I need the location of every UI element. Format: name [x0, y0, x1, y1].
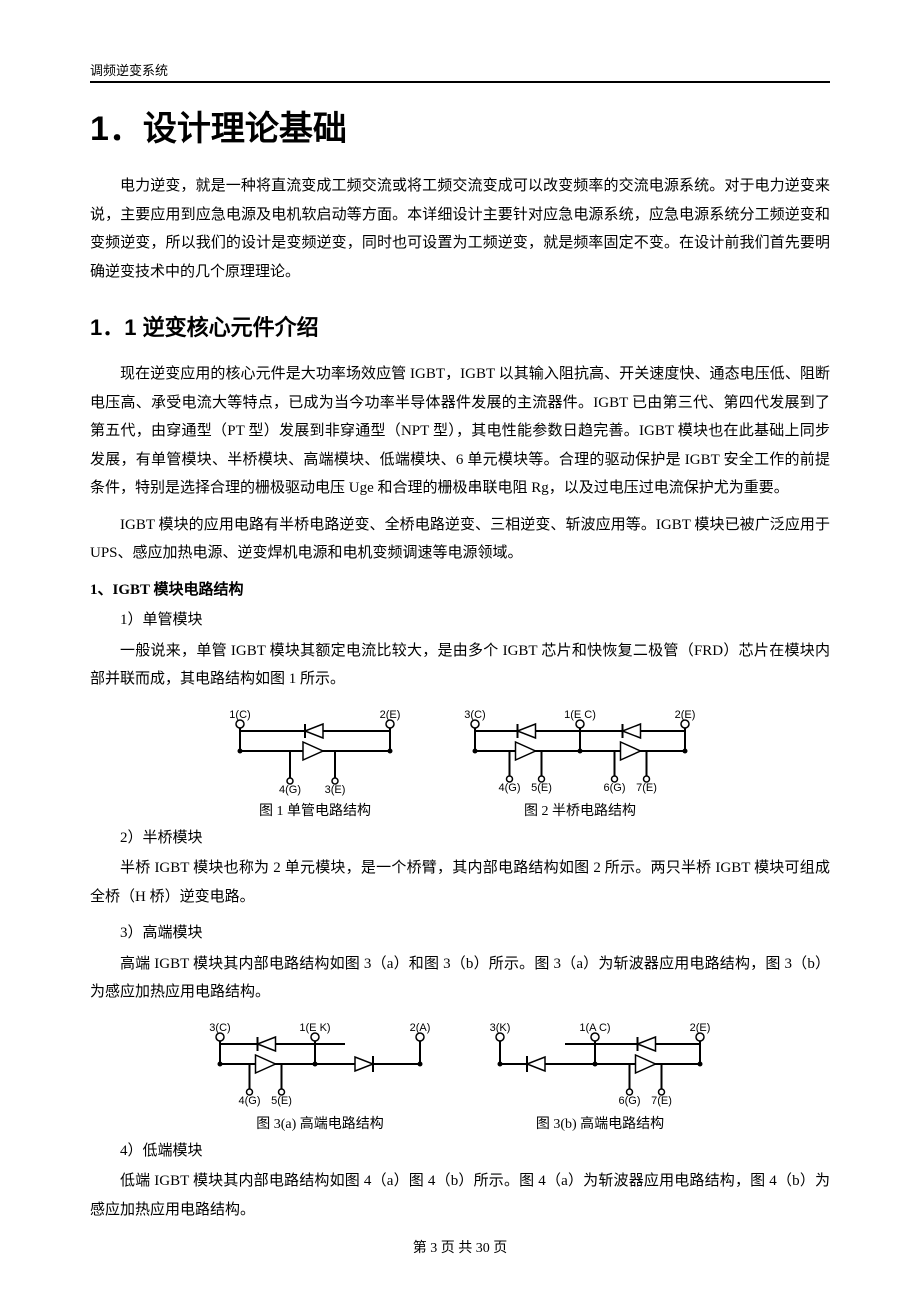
svg-text:6(G): 6(G)	[604, 782, 626, 794]
svg-text:2(E): 2(E)	[380, 709, 401, 721]
figure-2: 3(C) 1(E C) 2(E) 4(G) 5(E) 6(G) 7(E) 图 2 半桥电路结…	[450, 706, 710, 820]
svg-text:3(K): 3(K)	[490, 1022, 511, 1034]
svg-text:1(C): 1(C)	[229, 709, 250, 721]
svg-text:7(E): 7(E)	[636, 782, 657, 794]
item-2-body: 半桥 IGBT 模块也称为 2 单元模块，是一个桥臂，其内部电路结构如图 2 所…	[90, 854, 830, 911]
figure-row-2: 3(C) 1(E K) 2(A) 4(G) 5(E) 图 3(a) 高端电路结构 3(K…	[90, 1019, 830, 1133]
chapter-title: 1．设计理论基础	[90, 101, 830, 150]
figure-3a: 3(C) 1(E K) 2(A) 4(G) 5(E) 图 3(a) 高端电路结构	[195, 1019, 445, 1133]
item-3-head: 3）高端模块	[90, 919, 830, 948]
svg-text:3(E): 3(E)	[325, 784, 346, 796]
page-footer: 第 3 页 共 30 页	[0, 1237, 920, 1257]
figure-1: 1(C) 2(E) 4(G) 3(E) 图 1 单管电路结构	[210, 706, 420, 820]
fig3a-caption: 图 3(a) 高端电路结构	[195, 1113, 445, 1133]
fig1-caption: 图 1 单管电路结构	[210, 800, 420, 820]
item-3-body: 高端 IGBT 模块其内部电路结构如图 3（a）和图 3（b）所示。图 3（a）…	[90, 950, 830, 1007]
svg-text:1(E C): 1(E C)	[564, 709, 596, 721]
svg-text:6(G): 6(G)	[619, 1095, 641, 1107]
section-p1: 现在逆变应用的核心元件是大功率场效应管 IGBT，IGBT 以其输入阻抗高、开关…	[90, 360, 830, 503]
fig1-svg: 1(C) 2(E) 4(G) 3(E)	[210, 706, 420, 796]
svg-text:2(E): 2(E)	[690, 1022, 711, 1034]
svg-text:5(E): 5(E)	[531, 782, 552, 794]
item-4-head: 4）低端模块	[90, 1137, 830, 1166]
section-heading: 1．1 逆变核心元件介绍	[90, 310, 830, 342]
section-p2: IGBT 模块的应用电路有半桥电路逆变、全桥电路逆变、三相逆变、斩波应用等。IG…	[90, 511, 830, 568]
intro-paragraph: 电力逆变，就是一种将直流变成工频交流或将工频交流变成可以改变频率的交流电源系统。…	[90, 172, 830, 286]
svg-text:3(C): 3(C)	[464, 709, 485, 721]
page: 调频逆变系统 1．设计理论基础 电力逆变，就是一种将直流变成工频交流或将工频交流…	[0, 0, 920, 1302]
svg-text:2(E): 2(E)	[675, 709, 696, 721]
item-1-head: 1）单管模块	[90, 606, 830, 635]
svg-text:1(A C): 1(A C)	[579, 1022, 610, 1034]
svg-text:4(G): 4(G)	[499, 782, 521, 794]
svg-text:5(E): 5(E)	[271, 1095, 292, 1107]
fig3b-caption: 图 3(b) 高端电路结构	[475, 1113, 725, 1133]
fig3b-svg: 3(K) 1(A C) 2(E) 6(G) 7(E)	[475, 1019, 725, 1109]
fig2-caption: 图 2 半桥电路结构	[450, 800, 710, 820]
svg-text:4(G): 4(G)	[239, 1095, 261, 1107]
figure-3b: 3(K) 1(A C) 2(E) 6(G) 7(E) 图 3(b) 高端电路结构	[475, 1019, 725, 1133]
svg-text:4(G): 4(G)	[279, 784, 301, 796]
subsection-heading: 1、IGBT 模块电路结构	[90, 576, 830, 605]
figure-row-1: 1(C) 2(E) 4(G) 3(E) 图 1 单管电路结构 3(C) 1(E C) 2(…	[90, 706, 830, 820]
item-2-head: 2）半桥模块	[90, 824, 830, 853]
svg-text:3(C): 3(C)	[209, 1022, 230, 1034]
running-header: 调频逆变系统	[90, 60, 830, 83]
fig2-svg: 3(C) 1(E C) 2(E) 4(G) 5(E) 6(G) 7(E)	[450, 706, 710, 796]
svg-text:1(E K): 1(E K)	[299, 1022, 330, 1034]
svg-text:2(A): 2(A)	[410, 1022, 431, 1034]
item-4-body: 低端 IGBT 模块其内部电路结构如图 4（a）图 4（b）所示。图 4（a）为…	[90, 1167, 830, 1224]
item-1-body: 一般说来，单管 IGBT 模块其额定电流比较大，是由多个 IGBT 芯片和快恢复…	[90, 637, 830, 694]
svg-text:7(E): 7(E)	[651, 1095, 672, 1107]
fig3a-svg: 3(C) 1(E K) 2(A) 4(G) 5(E)	[195, 1019, 445, 1109]
